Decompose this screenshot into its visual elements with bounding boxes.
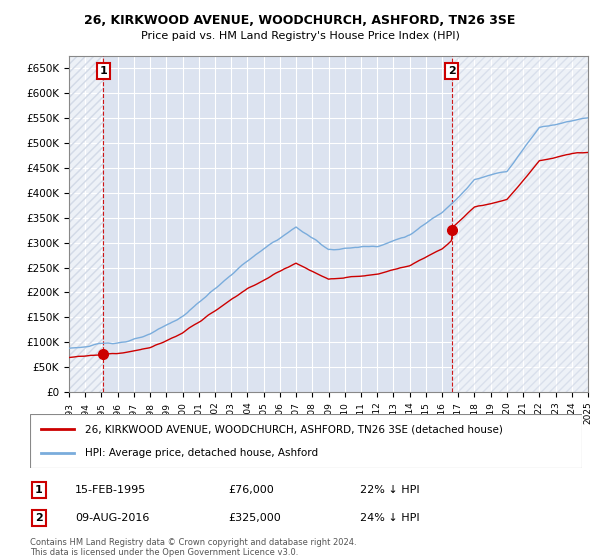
Text: Contains HM Land Registry data © Crown copyright and database right 2024.
This d: Contains HM Land Registry data © Crown c… — [30, 538, 356, 557]
Text: £76,000: £76,000 — [228, 485, 274, 495]
Text: 1: 1 — [100, 66, 107, 76]
Text: 26, KIRKWOOD AVENUE, WOODCHURCH, ASHFORD, TN26 3SE: 26, KIRKWOOD AVENUE, WOODCHURCH, ASHFORD… — [85, 14, 515, 27]
Text: 2: 2 — [448, 66, 455, 76]
Text: 15-FEB-1995: 15-FEB-1995 — [75, 485, 146, 495]
Text: Price paid vs. HM Land Registry's House Price Index (HPI): Price paid vs. HM Land Registry's House … — [140, 31, 460, 41]
Text: 26, KIRKWOOD AVENUE, WOODCHURCH, ASHFORD, TN26 3SE (detached house): 26, KIRKWOOD AVENUE, WOODCHURCH, ASHFORD… — [85, 424, 503, 435]
Text: HPI: Average price, detached house, Ashford: HPI: Average price, detached house, Ashf… — [85, 447, 319, 458]
Text: 2: 2 — [35, 513, 43, 523]
Bar — [69, 56, 103, 392]
Text: 09-AUG-2016: 09-AUG-2016 — [75, 513, 149, 523]
Text: £325,000: £325,000 — [228, 513, 281, 523]
Text: 1: 1 — [35, 485, 43, 495]
Text: 22% ↓ HPI: 22% ↓ HPI — [360, 485, 419, 495]
Text: 24% ↓ HPI: 24% ↓ HPI — [360, 513, 419, 523]
